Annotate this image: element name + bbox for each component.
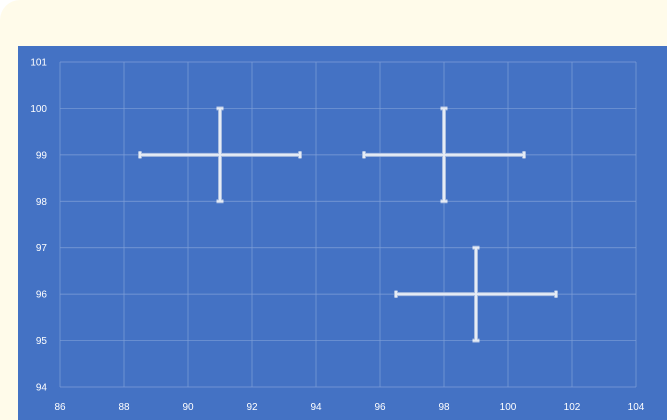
error-bar-point: [394, 245, 558, 343]
y-tick-label: 99: [36, 150, 48, 161]
x-tick-label: 104: [628, 402, 645, 413]
error-bar-point: [138, 106, 302, 204]
y-tick-label: 98: [36, 197, 48, 208]
grid-layer: [59, 61, 637, 388]
x-tick-label: 98: [438, 402, 450, 413]
y-tick-label: 96: [36, 290, 48, 301]
y-tick-label: 95: [36, 336, 48, 347]
x-tick-label: 96: [374, 402, 386, 413]
x-tick-label: 94: [310, 402, 322, 413]
y-tick-label: 97: [36, 243, 48, 254]
x-tick-label: 88: [118, 402, 130, 413]
y-tick-label: 100: [30, 104, 47, 115]
x-tick-label: 86: [54, 402, 66, 413]
x-tick-label: 92: [246, 402, 258, 413]
error-bar-layer: [138, 106, 558, 343]
x-tick-label: 100: [500, 402, 517, 413]
x-tick-label: 102: [564, 402, 581, 413]
y-tick-label: 94: [36, 383, 48, 394]
y-tick-label: 101: [30, 58, 47, 69]
x-tick-label: 90: [182, 402, 194, 413]
error-bar-point: [362, 106, 526, 204]
tick-label-layer: 86 88 90 92 94 96 98 100 102 104 94 95 96 97 98 99 100 10…: [30, 58, 644, 414]
